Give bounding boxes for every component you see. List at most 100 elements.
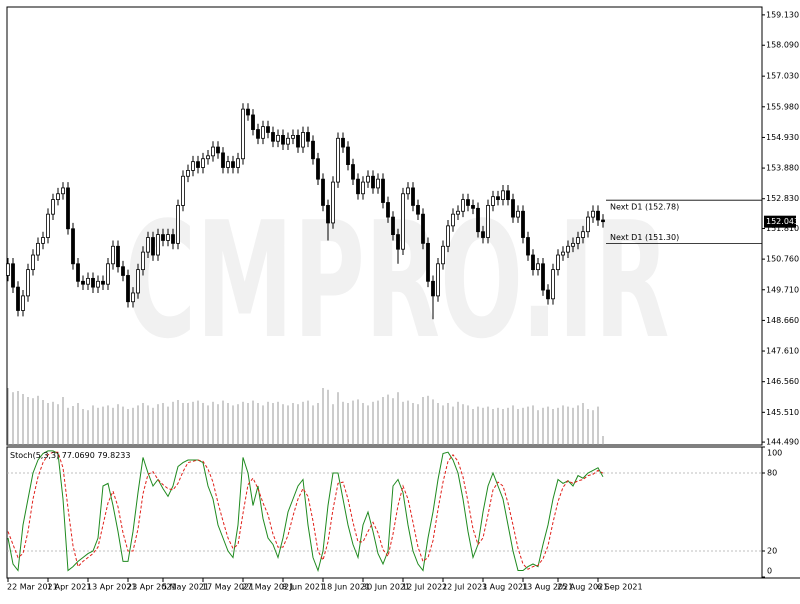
x-tick-label: 22 Jul 2021: [442, 583, 487, 592]
y-tick-label: 154.930: [766, 133, 799, 142]
x-tick-label: 22 Mar 2021: [7, 583, 58, 592]
candle-body: [286, 137, 290, 145]
stoch-title: Stoch(5,3,3) 77.0690 79.8233: [10, 451, 130, 460]
x-tick-label: 6 Sep 2021: [597, 583, 643, 592]
volume-bar: [132, 407, 134, 445]
volume-bar: [142, 403, 144, 445]
volume-bar: [227, 403, 229, 445]
candle-body: [586, 216, 590, 233]
volume-bar: [267, 401, 269, 445]
stoch-line: [7, 451, 604, 570]
stoch-y-tick-label: 100: [767, 449, 782, 458]
volume-bar: [162, 403, 164, 445]
volume-bar: [102, 406, 104, 445]
candle-body: [401, 193, 405, 250]
volume-bar: [222, 400, 224, 445]
volume-bar: [152, 407, 154, 445]
stoch-y-tick-label: 0: [767, 567, 772, 576]
volume-bar: [602, 436, 604, 445]
candle-body: [461, 199, 465, 212]
candle-body: [246, 108, 250, 116]
volume-bar: [32, 398, 34, 445]
candle-body: [116, 245, 120, 268]
volume-bar: [522, 407, 524, 445]
stoch-k-readout: 77.0690: [62, 451, 95, 460]
volume-bar: [107, 405, 109, 445]
candle-body: [261, 126, 265, 139]
volume-bar: [87, 410, 89, 445]
volume-bar: [382, 397, 384, 445]
stoch-d-readout: 79.8233: [97, 451, 130, 460]
volume-bar: [482, 407, 484, 445]
y-tick-label: 153.880: [766, 164, 799, 173]
volume-bar: [317, 403, 319, 445]
x-tick-label: 13 Apr 2021: [87, 583, 136, 592]
next-d1-label: Next D1 (151.30): [610, 233, 679, 242]
candle-body: [471, 205, 475, 209]
volume-bar: [527, 406, 529, 445]
stoch-y-tick-label: 80: [767, 469, 777, 478]
x-tick-label: 3 Aug 2021: [482, 583, 528, 592]
volume-bar: [542, 407, 544, 445]
volume-bar: [397, 392, 399, 445]
volume-bar: [177, 400, 179, 445]
x-tick-label: 30 Jun 2021: [362, 583, 410, 592]
volume-bar: [532, 405, 534, 445]
x-tick-label: 1 Apr 2021: [47, 583, 91, 592]
candle-body: [556, 254, 560, 271]
candle-body: [416, 205, 420, 215]
candle-body: [336, 137, 340, 183]
candle-body: [561, 251, 565, 256]
volume-bar: [417, 404, 419, 445]
volume-bar: [112, 407, 114, 445]
volume-bar: [37, 395, 39, 445]
candle-body: [41, 237, 45, 244]
volume-bar: [462, 404, 464, 445]
volume-bar: [512, 405, 514, 445]
volume-bar: [347, 403, 349, 445]
candle-body: [291, 134, 295, 139]
candle-body: [61, 187, 65, 195]
volume-bar: [127, 409, 129, 445]
candle-body: [411, 187, 415, 206]
volume-bar: [292, 403, 294, 445]
candle-body: [51, 199, 55, 215]
volume-bar: [352, 400, 354, 445]
volume-bar: [67, 407, 69, 445]
candle-body: [71, 228, 75, 265]
watermark: CMPRO.IR: [125, 187, 670, 374]
candle-body: [521, 210, 525, 238]
candle-body: [496, 196, 500, 200]
volume-bar: [427, 395, 429, 445]
volume-bar: [262, 405, 264, 445]
candle-body: [421, 213, 425, 244]
volume-bar: [157, 404, 159, 445]
candle-body: [216, 146, 220, 154]
volume-bar: [302, 401, 304, 445]
volume-bar: [72, 406, 74, 445]
x-tick-label: 23 Apr 2021: [127, 583, 176, 592]
volume-bar: [552, 409, 554, 445]
candle-body: [81, 280, 85, 285]
volume-bar: [597, 406, 599, 445]
candle-body: [386, 202, 390, 218]
candle-body: [481, 231, 485, 238]
candle-body: [241, 108, 245, 160]
volume-bar: [22, 394, 24, 445]
candle-body: [366, 175, 370, 183]
volume-bar: [287, 405, 289, 445]
x-tick-label: 12 Jul 2021: [402, 583, 447, 592]
y-tick-label: 147.610: [766, 347, 799, 356]
candle-body: [156, 234, 160, 256]
volume-bar: [357, 399, 359, 445]
volume-bar: [217, 404, 219, 445]
y-tick-label: 155.980: [766, 102, 799, 111]
candle-body: [121, 266, 125, 276]
volume-bar: [7, 388, 9, 445]
candle-body: [451, 213, 455, 227]
y-tick-label: 159.130: [766, 10, 799, 19]
candle-body: [601, 219, 605, 223]
candle-body: [251, 114, 255, 130]
